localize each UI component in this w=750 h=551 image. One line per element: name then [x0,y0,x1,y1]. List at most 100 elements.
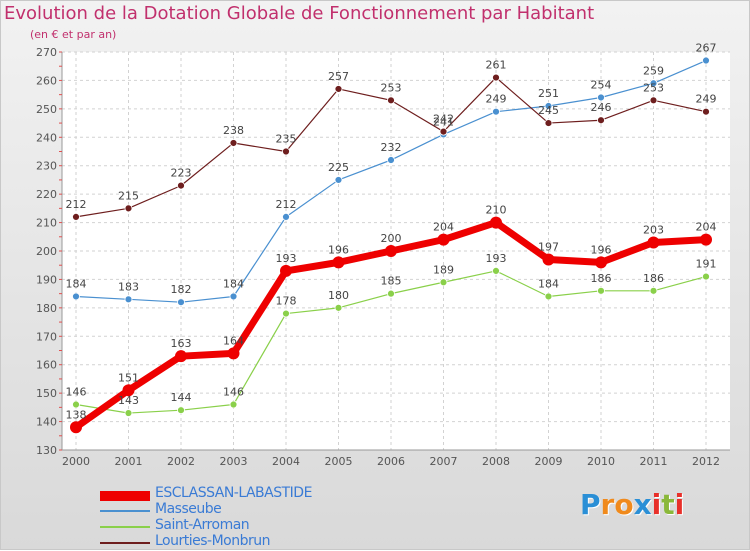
data-label: 204 [433,221,454,234]
data-label: 212 [66,198,87,211]
data-label: 210 [486,204,507,217]
y-tick-label: 260 [36,74,57,87]
legend-swatch [100,526,150,528]
y-tick-label: 210 [36,217,57,230]
data-label: 259 [643,64,664,77]
data-point [72,212,80,221]
legend-swatch [100,542,150,544]
data-point [124,295,133,304]
data-point [72,292,80,301]
data-label: 186 [591,272,612,285]
data-label: 200 [381,232,402,245]
x-tick-label: 2007 [430,455,458,468]
data-label: 146 [223,386,244,399]
data-point [597,116,605,125]
data-point [332,256,345,269]
data-label: 163 [171,337,192,350]
y-tick-label: 160 [36,359,57,372]
x-tick-label: 2000 [62,455,90,468]
data-label: 245 [538,104,559,117]
y-tick-label: 220 [36,188,57,201]
data-label: 232 [381,141,402,154]
x-tick-label: 2004 [272,455,300,468]
data-point [229,139,238,147]
data-point [124,204,133,213]
data-point [595,256,607,269]
data-label: 261 [486,59,507,72]
data-label: 223 [171,167,192,180]
data-point [702,56,710,65]
data-label: 144 [171,391,192,404]
data-point [175,350,187,363]
data-point [544,292,553,301]
x-tick-label: 2009 [535,455,563,468]
data-label: 249 [486,93,507,106]
data-point [72,400,80,409]
data-point [387,156,395,164]
data-label: 212 [276,198,297,211]
data-point [647,236,660,249]
data-point [229,292,238,301]
data-label: 138 [66,408,87,421]
data-point [282,309,290,318]
legend-label: ESCLASSAN-LABASTIDE [155,485,312,501]
data-label: 151 [118,371,139,384]
data-point [649,96,658,105]
legend-label: Saint-Arroman [155,517,250,533]
data-point [334,303,343,312]
y-tick-label: 250 [36,103,57,116]
y-tick-label: 190 [36,273,57,286]
x-tick-label: 2003 [220,455,248,468]
data-point [490,216,502,229]
data-label: 184 [538,277,559,290]
data-point [702,107,710,116]
data-point [122,384,135,397]
data-label: 238 [223,124,244,137]
data-label: 215 [118,189,139,202]
legend-label: Masseube [155,501,222,517]
chart-subtitle: (en € et par an) [30,28,117,41]
data-label: 184 [223,277,244,290]
data-label: 235 [276,133,297,146]
y-tick-label: 270 [36,46,57,59]
data-label: 246 [591,101,612,114]
data-label: 225 [328,161,349,174]
data-point [649,286,658,295]
data-label: 178 [276,295,297,308]
data-point [280,264,292,277]
data-label: 249 [696,93,717,106]
data-point [282,147,290,156]
data-point [437,233,450,246]
data-point [439,278,448,287]
data-label: 253 [381,81,402,94]
data-point [439,127,448,136]
data-label: 182 [171,283,192,296]
data-point [387,96,395,105]
data-point [387,289,395,298]
data-label: 186 [643,272,664,285]
data-label: 143 [118,394,139,407]
data-label: 183 [118,280,139,293]
data-point [385,245,397,257]
data-point [700,233,712,246]
legend-swatch [100,510,150,512]
y-tick-label: 150 [36,387,57,400]
y-tick-label: 140 [36,416,57,429]
data-point [544,102,553,110]
data-point [70,421,82,434]
y-tick-label: 180 [36,302,57,315]
data-point [177,181,185,190]
data-point [544,119,553,127]
chart-title: Evolution de la Dotation Globale de Fonc… [4,3,595,24]
data-point [227,347,240,360]
data-point [597,286,605,295]
data-point [542,253,555,266]
data-point [177,406,185,415]
y-tick-label: 130 [36,444,57,457]
data-point [492,266,500,275]
data-point [282,212,290,221]
x-tick-label: 2006 [377,455,405,468]
data-point [702,272,710,281]
data-point [229,400,238,409]
